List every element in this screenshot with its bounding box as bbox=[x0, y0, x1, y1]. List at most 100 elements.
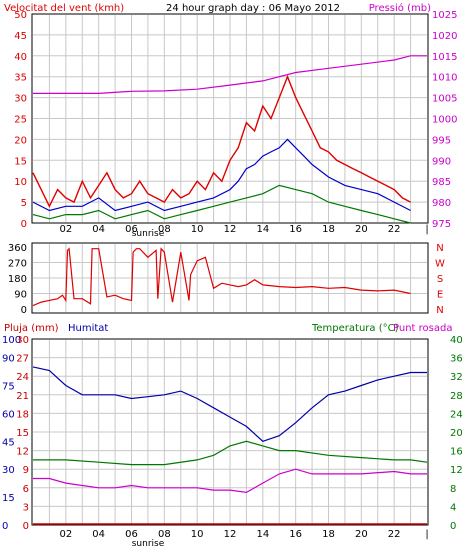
temperature-tick-label: 24 bbox=[450, 409, 463, 420]
pressure-tick-label: 1000 bbox=[432, 115, 457, 126]
wind-line bbox=[32, 184, 411, 224]
pressure-tick-label: 1025 bbox=[432, 10, 457, 21]
wind-tick-label: 25 bbox=[14, 115, 27, 126]
pressure-axis-title: Pressió (mb) bbox=[369, 2, 431, 14]
humidity-tick-label: 100 bbox=[2, 335, 21, 346]
pressure-tick-label: 1010 bbox=[432, 73, 457, 84]
temperature-tick-label: 20 bbox=[450, 428, 463, 439]
rain-tick-label: 12 bbox=[16, 447, 29, 458]
x-tick-label: 22 bbox=[388, 529, 401, 540]
humidity-tick-label: 0 bbox=[2, 521, 8, 532]
pressure-ticks: 975 980 985 990 995 1000 1005 1010 1015 1020 1025 bbox=[432, 10, 457, 230]
compass-label: E bbox=[437, 290, 443, 301]
humidity-tick-label: 45 bbox=[2, 437, 15, 448]
rain-tick-label: 24 bbox=[16, 372, 29, 383]
pressure-tick-label: 1020 bbox=[432, 31, 457, 42]
x-tick-label: 10 bbox=[191, 224, 204, 235]
rain-ticks: 0 3 6 9 12 15 18 21 24 27 30 bbox=[16, 335, 29, 532]
x-tick-label: 04 bbox=[92, 224, 105, 235]
humidity-tick-label: 60 bbox=[2, 409, 15, 420]
direction-degree-ticks: 0 90 180 270 360 bbox=[8, 243, 27, 316]
rain-tick-label: 0 bbox=[23, 521, 29, 532]
x-tick-label: 10 bbox=[191, 529, 204, 540]
temperature-tick-label: 32 bbox=[450, 372, 463, 383]
x-tick-label: 20 bbox=[355, 529, 368, 540]
x-tick-label: 02 bbox=[59, 529, 72, 540]
wind-tick-label: 5 bbox=[21, 198, 27, 209]
direction-grid bbox=[33, 244, 427, 312]
gust-line bbox=[32, 74, 411, 208]
rain-tick-label: 30 bbox=[16, 335, 29, 346]
compass-label: N bbox=[436, 305, 443, 316]
wind-tick-label: 45 bbox=[14, 31, 27, 42]
wind-tick-label: 0 bbox=[21, 219, 27, 230]
chart-title: 24 hour graph day : 06 Mayo 2012 bbox=[166, 3, 340, 14]
wind-tick-label: 30 bbox=[14, 94, 27, 105]
humidity-tick-label: 75 bbox=[2, 382, 15, 393]
compass-label: S bbox=[437, 274, 443, 285]
humidity-tick-label: 15 bbox=[2, 493, 15, 504]
pressure-tick-label: 990 bbox=[432, 156, 451, 167]
pressure-tick-label: 985 bbox=[432, 177, 451, 188]
humidity-tick-label: 30 bbox=[2, 465, 15, 476]
rain-tick-label: 6 bbox=[23, 484, 29, 495]
compass-label: N bbox=[436, 243, 443, 254]
compass-label: W bbox=[435, 259, 445, 270]
wind-grid bbox=[33, 15, 427, 222]
x-tick-label: 18 bbox=[322, 529, 335, 540]
humidity-ticks: 0 15 30 45 60 75 90 100 bbox=[2, 335, 21, 532]
wind-x-ticks: 02 04 06 08 10 12 14 16 18 20 22 | bbox=[59, 224, 428, 235]
temperature-axis-title: Temperatura (°C) bbox=[311, 323, 399, 334]
wind-speed-ticks: 0 5 10 15 20 25 30 35 40 45 50 bbox=[14, 10, 27, 230]
pressure-tick-label: 995 bbox=[432, 135, 451, 146]
temperature-ticks: 0 4 8 12 16 20 24 28 32 36 40 bbox=[450, 335, 463, 532]
rain-tick-label: 3 bbox=[23, 502, 29, 513]
temp-grid bbox=[33, 340, 427, 524]
temp-x-ticks: 02 04 06 08 10 12 14 16 18 20 22 | bbox=[59, 529, 428, 540]
temperature-tick-label: 36 bbox=[450, 354, 463, 365]
temperature-tick-label: 28 bbox=[450, 391, 463, 402]
sunrise-label-bottom: sunrise bbox=[132, 539, 165, 549]
direction-tick-label: 0 bbox=[21, 305, 27, 316]
wind-direction-line bbox=[32, 247, 411, 307]
wind-axis-title: Velocitat del vent (kmh) bbox=[4, 3, 124, 14]
temperature-tick-label: 16 bbox=[450, 447, 463, 458]
x-tick-label: 22 bbox=[388, 224, 401, 235]
temp-series bbox=[32, 366, 428, 525]
x-tick-label: 20 bbox=[355, 224, 368, 235]
wind-tick-label: 40 bbox=[14, 52, 27, 63]
x-tick-label: 14 bbox=[256, 224, 269, 235]
x-tick-label: 02 bbox=[59, 224, 72, 235]
x-tick-label: 06 bbox=[125, 224, 138, 235]
dewpoint-line bbox=[33, 468, 427, 494]
direction-tick-label: 180 bbox=[8, 274, 27, 285]
direction-tick-label: 270 bbox=[8, 259, 27, 270]
x-tick-label: 18 bbox=[322, 224, 335, 235]
x-tick-label: 06 bbox=[125, 529, 138, 540]
x-tick-label: 08 bbox=[158, 224, 171, 235]
x-tick-label: 12 bbox=[224, 224, 237, 235]
pressure-tick-label: 1005 bbox=[432, 94, 457, 105]
rain-axis-title: Pluja (mm) bbox=[4, 323, 59, 334]
temperature-tick-label: 0 bbox=[450, 521, 456, 532]
rain-tick-label: 9 bbox=[23, 465, 29, 476]
pressure-tick-label: 975 bbox=[432, 219, 451, 230]
pressure-tick-label: 1015 bbox=[432, 52, 457, 63]
temperature-tick-label: 4 bbox=[450, 502, 456, 513]
wind-tick-label: 50 bbox=[14, 10, 27, 21]
humidity-line bbox=[32, 366, 427, 442]
x-tick-label: 14 bbox=[256, 529, 269, 540]
direction-tick-label: 360 bbox=[8, 243, 27, 254]
avg_wind-line bbox=[32, 138, 411, 212]
pressure-line bbox=[33, 55, 427, 95]
x-tick-label: 16 bbox=[289, 224, 302, 235]
temperature-tick-label: 40 bbox=[450, 335, 463, 346]
direction-series bbox=[32, 247, 411, 307]
temperature-tick-label: 8 bbox=[450, 484, 456, 495]
wind-tick-label: 15 bbox=[14, 156, 27, 167]
temperature-line bbox=[33, 440, 428, 466]
